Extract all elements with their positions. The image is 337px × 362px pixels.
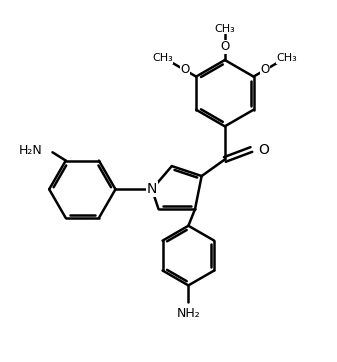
Text: H₂N: H₂N [19,144,42,157]
Text: N: N [147,182,157,196]
Text: CH₃: CH₃ [152,53,173,63]
Text: O: O [258,143,269,156]
Text: CH₃: CH₃ [214,24,235,34]
Text: O: O [180,63,189,76]
Text: NH₂: NH₂ [177,307,200,320]
Text: O: O [220,40,229,53]
Text: O: O [261,63,270,76]
Text: CH₃: CH₃ [277,53,297,63]
